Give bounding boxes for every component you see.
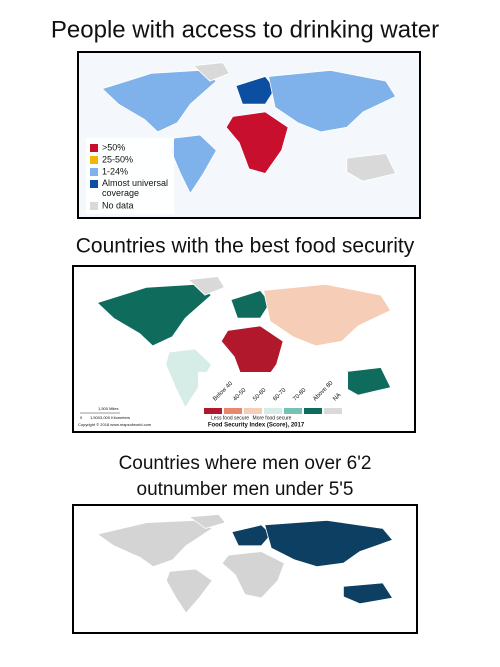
panel-title: outnumber men under 5'5 (137, 479, 354, 500)
land (231, 524, 272, 547)
scale-label: 1,500 Miles (98, 406, 118, 411)
land (263, 283, 392, 347)
legend-label: >50% (102, 142, 125, 152)
legend-swatch (284, 408, 302, 414)
panel-title: Countries with the best food security (76, 235, 415, 258)
panel-title: People with access to drinking water (51, 16, 439, 43)
legend-label: 25-50% (102, 154, 133, 164)
land (235, 76, 276, 105)
legend-note: Less food secure (211, 415, 249, 421)
land (187, 276, 225, 296)
land (230, 290, 271, 319)
land (264, 519, 394, 568)
legend-label: 1-24% (102, 166, 128, 176)
scale-label: 0 (80, 415, 83, 420)
legend-box (198, 372, 348, 428)
legend-swatch (90, 144, 98, 152)
legend-label: NA (332, 392, 342, 402)
legend-swatch (224, 408, 242, 414)
legend-note: More food secure (253, 415, 292, 421)
scale-label: 3,000 Kilometers (100, 415, 130, 420)
land (192, 62, 230, 82)
land (342, 582, 394, 605)
legend-swatch (324, 408, 342, 414)
legend-swatch (244, 408, 262, 414)
legend-label-line: coverage (102, 188, 139, 198)
legend-swatch (90, 202, 98, 210)
panel-title: Countries where men over 6'2 (119, 453, 372, 474)
legend-box (86, 138, 174, 214)
land (96, 283, 213, 347)
land (188, 514, 226, 529)
copyright: Copyright © 2018 www.mapsofworld.com (78, 422, 152, 427)
land (96, 519, 213, 568)
land (165, 348, 212, 409)
legend-swatch (90, 168, 98, 176)
legend-swatch (264, 408, 282, 414)
legend-label-line: Almost universal (102, 178, 168, 188)
legend-swatch (204, 408, 222, 414)
legend-swatch (90, 156, 98, 164)
legend-swatch (90, 180, 98, 188)
land (346, 153, 397, 182)
legend-label: No data (102, 200, 134, 210)
land (221, 551, 285, 599)
legend-swatch (304, 408, 322, 414)
land (165, 568, 213, 614)
scale-label: 1,500 (90, 415, 101, 420)
land (225, 111, 289, 174)
legend-label: Almost universal coverage (102, 178, 168, 198)
land (268, 69, 397, 133)
land (101, 69, 218, 133)
legend-title: Food Security Index (Score), 2017 (208, 423, 305, 429)
